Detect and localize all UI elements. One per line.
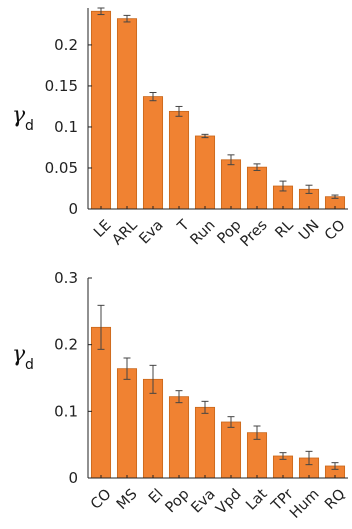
bottom-category-label: Hum	[287, 486, 323, 522]
bottom-errorbar-hum	[305, 450, 313, 466]
top-errorbar-pres	[253, 163, 261, 171]
top-bar-run	[194, 135, 216, 210]
top-errorbar-pop	[227, 154, 235, 166]
bottom-bar-ms	[116, 368, 138, 479]
bottom-bar-vpd	[220, 421, 242, 479]
bottom-errorbar-pop	[175, 390, 183, 404]
top-y-tick-label: 0.15	[45, 77, 78, 95]
top-category-label: T	[174, 217, 192, 235]
top-bar-arl	[116, 18, 138, 210]
bottom-errorbar-co	[97, 304, 105, 350]
bottom-y-tick-label: 0.2	[54, 336, 78, 354]
bottom-y-tick-label: 0.1	[54, 402, 78, 420]
top-errorbar-rl	[279, 180, 287, 192]
top-category-label: UN	[296, 217, 322, 243]
bottom-errorbar-lat	[253, 425, 261, 440]
bottom-category-label: Eva	[188, 486, 218, 516]
bottom-ylabel-subscript: d	[25, 357, 34, 373]
top-errorbar-co	[331, 194, 339, 199]
top-errorbar-t	[175, 105, 183, 117]
bottom-errorbar-vpd	[227, 416, 235, 428]
bottom-ylabel-symbol: γ	[12, 342, 26, 367]
bottom-category-label: CO	[88, 486, 115, 513]
top-y-tick-label: 0.05	[45, 159, 78, 177]
bottom-category-label: Pop	[163, 486, 193, 516]
bottom-bar-el	[142, 378, 164, 479]
bottom-category-label: MS	[114, 486, 141, 513]
top-category-label: Eva	[136, 217, 166, 247]
bottom-bar-co	[90, 326, 112, 479]
top-bar-pop	[220, 159, 242, 210]
bottom-errorbar-ms	[123, 357, 131, 380]
top-errorbar-run	[201, 133, 209, 139]
top-category-label: Run	[188, 217, 219, 248]
top-y-tick-label: 0.1	[54, 118, 78, 136]
bottom-errorbar-tpr	[279, 452, 287, 460]
top-category-label: Pres	[238, 217, 271, 250]
bottom-bar-eva	[194, 406, 216, 479]
bottom-y-tick-label: 0.3	[54, 269, 78, 287]
top-y-tick-label: 0.2	[54, 36, 78, 54]
bottom-category-label: Lat	[243, 486, 271, 514]
bottom-y-tick-label: 0	[68, 469, 78, 487]
bottom-errorbar-rq	[331, 462, 339, 470]
top-bar-pres	[246, 166, 268, 210]
top-category-label: RL	[272, 217, 296, 241]
top-bar-t	[168, 110, 190, 210]
top-ylabel-symbol: γ	[12, 103, 26, 128]
top-bar-eva	[142, 96, 164, 210]
top-errorbar-un	[305, 184, 313, 194]
bottom-category-label: RQ	[322, 486, 349, 513]
top-bar-le	[90, 10, 112, 210]
top-y-tick-label: 0	[68, 200, 78, 218]
bottom-bar-pop	[168, 396, 190, 479]
bottom-errorbar-eva	[201, 400, 209, 414]
top-errorbar-le	[97, 7, 105, 16]
bottom-errorbar-el	[149, 364, 157, 394]
top-category-label: ARL	[109, 217, 140, 248]
top-category-label: CO	[322, 217, 349, 244]
top-errorbar-eva	[149, 92, 157, 102]
top-errorbar-arl	[123, 14, 131, 23]
bottom-category-label: Vpd	[213, 486, 244, 517]
top-ylabel-subscript: d	[25, 118, 34, 134]
